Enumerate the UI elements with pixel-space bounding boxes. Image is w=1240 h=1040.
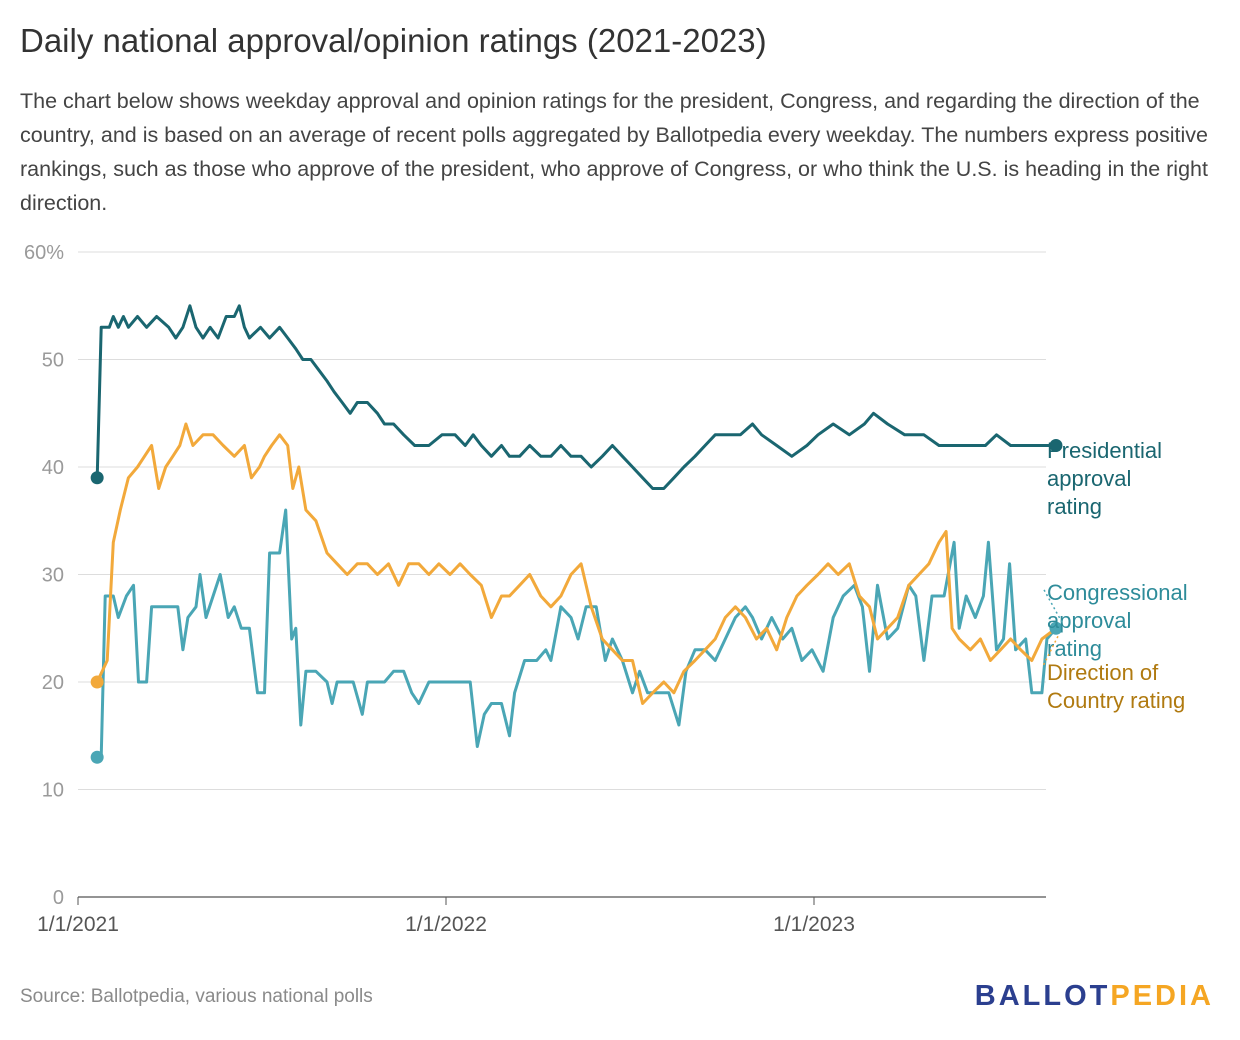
x-axis-ticks: 1/1/2021 1/1/2022 1/1/2023: [37, 897, 855, 936]
series-start-dot-2: [90, 675, 104, 689]
x-tick-label-0: 1/1/2021: [37, 913, 119, 936]
grid-lines: [78, 251, 1046, 898]
series-line-2: [95, 422, 1058, 705]
y-tick-label-20: 20: [42, 672, 64, 694]
series-start-dot-1: [90, 750, 104, 764]
series-line-0: [95, 304, 1058, 490]
end-label-0: Presidential approval rating: [1047, 438, 1162, 519]
end-label-0-line-1: approval: [1047, 466, 1131, 491]
end-label-1-line-0: Congressional: [1047, 580, 1188, 605]
end-label-2: Direction of Country rating: [1047, 660, 1185, 713]
series-lines: [90, 304, 1063, 764]
ballotpedia-logo: BALLOTPEDIA: [975, 980, 1214, 1013]
chart-title: Daily national approval/opinion ratings …: [20, 22, 767, 59]
y-tick-label-30: 30: [42, 565, 64, 587]
end-label-1: Congressional approval rating: [1047, 580, 1188, 661]
logo-part-ballot: BALLOT: [974, 980, 1111, 1012]
chart-description: The chart below shows weekday approval a…: [20, 89, 1208, 215]
leader-direction: [1042, 635, 1059, 667]
leader-congressional: [1042, 587, 1063, 623]
y-axis-ticks: 0 10 20 30 40 50 60%: [24, 242, 64, 909]
x-tick-label-1: 1/1/2022: [405, 913, 487, 936]
y-tick-label-0: 0: [53, 887, 64, 909]
end-label-2-line-1: Country rating: [1047, 688, 1185, 713]
series-end-dot-1: [1049, 621, 1063, 635]
series-start-dot-0: [90, 471, 104, 485]
end-label-1-line-1: approval: [1047, 608, 1131, 633]
end-label-1-line-2: rating: [1047, 636, 1102, 661]
y-tick-label-50: 50: [42, 350, 64, 372]
end-label-0-line-2: rating: [1047, 494, 1102, 519]
series-end-dot-0: [1049, 439, 1063, 452]
end-labels: Presidential approval rating Congressional a…: [1042, 438, 1188, 713]
y-tick-label-40: 40: [42, 457, 64, 479]
source-note: Source: Ballotpedia, various national po…: [20, 986, 373, 1007]
y-tick-label-10: 10: [42, 780, 64, 802]
y-tick-label-60: 60%: [24, 242, 64, 264]
x-tick-label-2: 1/1/2023: [773, 913, 855, 936]
series-line-1: [95, 508, 1058, 759]
logo-part-pedia: PEDIA: [1110, 980, 1214, 1012]
end-label-2-line-0: Direction of: [1047, 660, 1159, 685]
end-label-0-line-0: Presidential: [1047, 438, 1162, 463]
